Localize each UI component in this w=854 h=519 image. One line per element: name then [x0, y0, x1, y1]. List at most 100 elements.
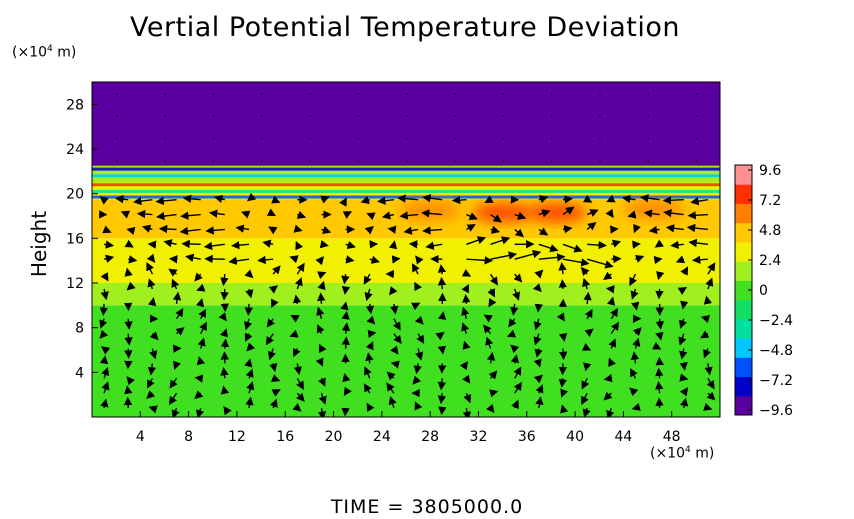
vector-arrow: [438, 406, 447, 416]
x-axis-unit: (×104 m): [650, 445, 715, 462]
vector-arrow: [670, 240, 684, 250]
vector-arrow: [169, 377, 178, 389]
vector-arrow: [341, 336, 351, 349]
vector-dot: [164, 160, 166, 162]
vector-arrow: [462, 340, 471, 350]
vector-arrow: [318, 343, 327, 354]
vector-arrow: [605, 208, 614, 219]
colorbar-segment: [735, 261, 752, 281]
vector-dot: [164, 137, 166, 140]
vector-arrow: [142, 224, 153, 233]
vector-arrow: [295, 240, 304, 251]
vector-arrow: [147, 278, 156, 290]
colorbar-tick-label: −9.6: [759, 403, 793, 419]
colorbar-tick-label: 9.6: [759, 163, 781, 179]
vector-arrow: [246, 192, 257, 202]
vector-arrow: [156, 211, 177, 221]
colorbar-segment: [735, 203, 752, 224]
vector-arrow: [100, 398, 109, 409]
vector-arrow: [290, 314, 300, 323]
vector-arrow: [608, 338, 617, 349]
vector-arrow: [292, 294, 302, 304]
vector-arrow: [700, 315, 711, 324]
vector-arrow: [582, 407, 591, 417]
vector-arrow: [538, 227, 549, 236]
colorbar-tick-label: −4.8: [759, 343, 793, 359]
vector-arrow: [463, 392, 472, 404]
vector-arrow: [292, 402, 302, 412]
vector-arrow: [587, 240, 607, 250]
vector-arrow: [560, 388, 569, 398]
vector-arrow: [512, 288, 521, 301]
vector-arrow: [388, 395, 397, 409]
vector-arrow: [147, 297, 157, 307]
vector-arrow: [411, 302, 421, 311]
vector-arrow: [315, 357, 324, 367]
vector-arrow: [289, 255, 299, 264]
vector-arrow: [198, 308, 207, 320]
vector-arrow: [365, 352, 374, 364]
vector-arrow: [179, 226, 201, 236]
vector-dot: [116, 115, 118, 117]
vector-arrow: [128, 255, 138, 264]
vector-arrow: [513, 273, 523, 283]
colorbar-segment: [735, 165, 752, 185]
colorbar: 9.6 7.2 4.8 2.4 0 −2.4 −4.8 −7.2 −9.6: [734, 163, 793, 419]
vector-arrow: [296, 262, 305, 275]
vector-arrow: [126, 376, 135, 386]
vector-arrow: [271, 195, 281, 204]
vector-arrow: [387, 225, 397, 234]
vector-dot: [357, 160, 360, 162]
vector-arrow: [377, 196, 395, 205]
vector-arrow: [366, 212, 376, 221]
vector-dot: [116, 93, 118, 95]
vector-arrow: [124, 333, 133, 346]
vector-arrow: [586, 258, 614, 269]
heatmap-field: [92, 82, 720, 417]
vector-arrow: [707, 262, 716, 275]
vector-arrow: [196, 283, 206, 292]
vector-arrow: [100, 288, 109, 301]
x-tick-label: 16: [276, 429, 294, 445]
vector-arrow: [583, 362, 592, 372]
vector-arrow: [318, 392, 327, 405]
vector-arrow: [513, 381, 522, 394]
vector-arrow: [413, 363, 422, 375]
vector-arrow: [386, 371, 396, 381]
colorbar-segment: [735, 395, 752, 416]
vector-arrow: [296, 392, 305, 402]
vector-arrow: [559, 348, 568, 361]
vector-arrow: [270, 374, 281, 382]
vector-arrow: [679, 361, 688, 371]
vector-arrow: [631, 301, 640, 311]
vector-arrow: [488, 370, 498, 380]
vector-arrow: [422, 194, 443, 203]
vector-dot: [695, 93, 698, 95]
vector-arrow: [703, 295, 713, 305]
vector-arrow: [341, 310, 350, 320]
vector-dot: [502, 115, 505, 117]
time-value: 3805000.0: [411, 496, 524, 518]
vector-dot: [454, 137, 456, 140]
vector-arrow: [342, 211, 353, 219]
vector-arrow: [686, 223, 708, 233]
vector-arrow: [100, 272, 109, 282]
vector-arrow: [390, 303, 399, 315]
vector-dot: [261, 115, 263, 117]
vector-dot: [406, 93, 408, 95]
x-tick-label: 8: [184, 429, 193, 445]
vector-arrow: [136, 209, 153, 219]
vector-arrow: [133, 196, 153, 206]
vector-arrow: [511, 399, 519, 410]
vector-arrow: [630, 351, 640, 364]
vector-arrow: [633, 223, 641, 234]
plot-frame: [91, 81, 721, 418]
vector-arrow: [435, 331, 445, 341]
vector-arrow: [462, 374, 471, 384]
vector-field: [99, 93, 716, 417]
vector-arrow: [321, 225, 332, 235]
vector-arrow: [173, 360, 181, 371]
vector-arrow: [266, 208, 277, 217]
vector-arrow: [485, 336, 494, 349]
